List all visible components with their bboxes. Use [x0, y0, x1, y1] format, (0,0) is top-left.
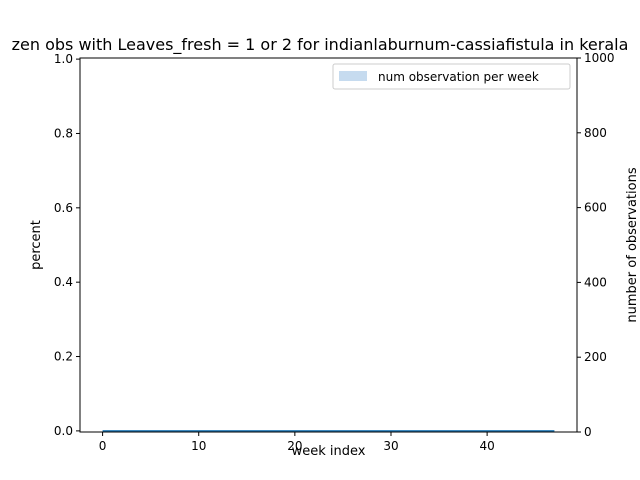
- x-tick-label: 10: [191, 439, 206, 453]
- y-axis-left-label: percent: [29, 220, 44, 270]
- legend-label: num observation per week: [378, 70, 539, 84]
- y-tick-label: 0.4: [54, 275, 73, 289]
- y2-tick-label: 400: [584, 275, 607, 289]
- y-axis-right-label: number of observations: [625, 167, 640, 322]
- y-tick-label: 0.2: [54, 350, 73, 364]
- x-tick-label: 0: [99, 439, 107, 453]
- y2-tick-label: 1000: [584, 51, 615, 65]
- y-tick-label: 0.8: [54, 126, 73, 140]
- x-axis-ticks: 0 10 20 30 40: [99, 432, 495, 453]
- y-tick-label: 1.0: [54, 52, 73, 66]
- y2-tick-label: 0: [584, 425, 592, 439]
- y2-tick-label: 200: [584, 350, 607, 364]
- plot-frame: [79, 57, 578, 433]
- y2-tick-label: 800: [584, 126, 607, 140]
- y-axis-left-ticks: 0.0 0.2 0.4 0.6 0.8 1.0: [54, 52, 80, 438]
- x-tick-label: 30: [383, 439, 398, 453]
- legend-box: [332, 63, 571, 90]
- legend: num observation per week: [332, 63, 571, 90]
- x-tick-label: 20: [287, 439, 302, 453]
- legend-swatch: [339, 71, 367, 81]
- y-axis-right-ticks: 0 200 400 600 800 1000: [577, 51, 615, 439]
- x-axis-label: week index: [292, 444, 366, 459]
- y-tick-label: 0.6: [54, 201, 73, 215]
- y-tick-label: 0.0: [54, 424, 73, 438]
- chart-title: zen obs with Leaves_fresh = 1 or 2 for i…: [12, 35, 629, 55]
- x-tick-label: 40: [479, 439, 494, 453]
- y2-tick-label: 600: [584, 201, 607, 215]
